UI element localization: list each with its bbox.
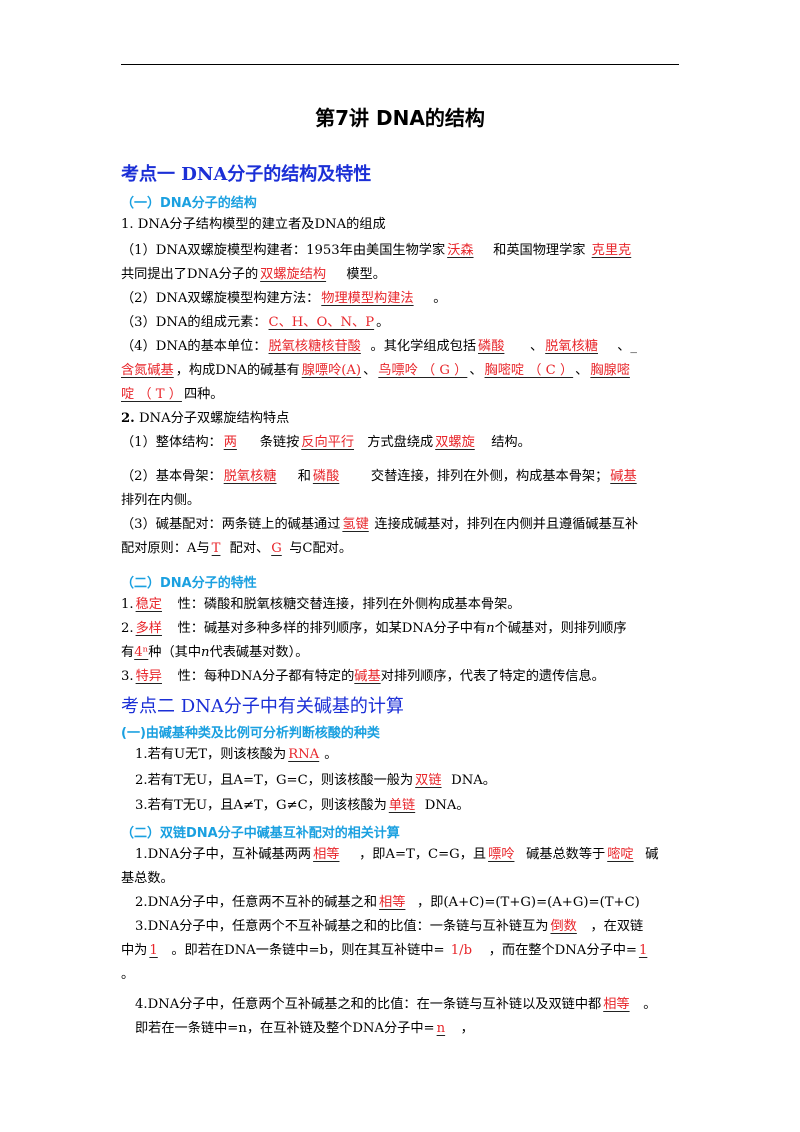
text-line: （2）基本骨架： 脱氧核糖和磷酸 交替连接，排列在外侧，构成基本骨架； 碱基 <box>121 468 652 486</box>
answer-blank: 反向平行 <box>301 435 355 450</box>
text-line: 基总数。 <box>121 871 174 886</box>
answer-blank: 物理模型构建法 <box>321 291 414 306</box>
answer-blank: 含氮碱基 <box>121 363 174 378</box>
text-line: （2）DNA双螺旋模型构建方法： 物理模型构建法。 <box>121 291 447 306</box>
text-line: 3.若有T无U，且A≠T，G≠C，则该核酸为 单链 DNA。 <box>135 798 470 813</box>
answer-blank: n <box>436 1021 446 1036</box>
text-line: 3.DNA分子中，任意两个不互补碱基之和的比值：一条链与互补链互为 倒数 ，在双链 <box>135 919 644 934</box>
answer-blank: RNA <box>288 747 320 762</box>
answer-blank: 1 <box>149 943 158 958</box>
text-line: 共同提出了DNA分子的 双螺旋结构 模型。 <box>121 267 386 282</box>
answer-blank: 双螺旋 <box>435 435 475 450</box>
text-line: 1.DNA分子中，互补碱基两两 相等 ，即A=T，C=G，且 嘌呤 碱基总数等于 嘧啶碱 <box>135 847 659 862</box>
answer-blank: 嘌呤 <box>488 847 515 862</box>
text-line: 即若在一条链中=n，在互补链及整个DNA分子中= n， <box>135 1021 474 1036</box>
answer-blank: C、H、O、N、P <box>268 315 375 330</box>
answer-blank: 脱氧核糖核苷酸 <box>268 339 361 354</box>
section-heading-1: 考点一 DNA分子的结构及特性 <box>121 164 372 185</box>
answer-blank: 腺嘌呤(A) <box>301 363 362 378</box>
answer-blank: 1 <box>638 943 648 958</box>
text-line: 4.DNA分子中，任意两个互补碱基之和的比值：在一条链与互补链以及双链中都 相等。 <box>135 997 657 1012</box>
answer-blank: 胸腺嘧 <box>590 363 630 378</box>
answer-blank: G <box>271 541 282 556</box>
answer-blank: 碱基 <box>610 469 637 484</box>
subsection-heading-2-2: （二）双链DNA分子中碱基互补配对的相关计算 <box>121 826 400 841</box>
text-line: 2. 多样 性：碱基对多种多样的排列顺序，如某DNA分子中有n个碱基对，则排列顺序 <box>121 621 627 636</box>
answer-blank: 单链 <box>388 798 416 813</box>
section-heading-2: 考点二 DNA分子中有关碱基的计算 <box>121 696 404 717</box>
answer-text: 1/b <box>450 943 473 958</box>
text-line: 3. 特异 性：每种DNA分子都有特定的碱基对排列顺序，代表了特定的遗传信息。 <box>121 669 605 684</box>
answer-blank: T <box>211 541 221 556</box>
answer-blank: 脱氧核糖 <box>223 469 277 484</box>
header-rule <box>121 64 679 65</box>
text-line: 。 <box>121 967 135 982</box>
subsection-heading-1-2: （二）DNA分子的特性 <box>121 576 257 591</box>
text-line: 含氮碱基 ，构成DNA的碱基有 腺嘌呤(A)、鸟嘌呤 （ G ）、胸嘧啶 （ C ）… <box>121 363 630 378</box>
text-line: （3）DNA的组成元素： C、H、O、N、P。 <box>121 315 390 330</box>
answer-blank: 鸟嘌呤 （ G ） <box>378 363 468 378</box>
text-line: 有4ⁿ种（其中n代表碱基对数）。 <box>121 645 309 660</box>
answer-blank: 克里克 <box>591 243 632 258</box>
answer-blank: 4ⁿ <box>134 645 149 660</box>
answer-blank: 沃森 <box>447 243 474 258</box>
subsection-heading-2-1: (一)由碱基种类及比例可分析判断核酸的种类 <box>121 726 380 741</box>
answer-blank: 双链 <box>415 773 442 788</box>
text-line: 1. 稳定 性：磷酸和脱氧核糖交替连接，排列在外侧构成基本骨架。 <box>121 597 521 612</box>
text-line: 2.若有T无U，且A=T，G=C，则该核酸一般为 双链 DNA。 <box>135 773 496 788</box>
text-line: （3）碱基配对：两条链上的碱基通过 氢键 连接成碱基对，排列在内侧并且遵循碱基互补 <box>121 517 639 532</box>
text-line: 2.DNA分子中，任意两不互补的碱基之和 相等 ，即(A+C)=(T+G)=(A+G… <box>135 895 640 910</box>
answer-blank: 双螺旋结构 <box>260 267 327 282</box>
answer-blank: 相等 <box>313 847 340 862</box>
text-line: （1）整体结构：两条链按 反向平行 方式盘绕成 双螺旋 结构。 <box>121 435 531 450</box>
text-line: 1.若有U无T，则该核酸为 RNA。 <box>135 747 338 762</box>
text-line: 配对原则：A与 T 配对、 G 与C配对。 <box>121 541 353 556</box>
answer-blank: 相等 <box>379 895 406 910</box>
answer-blank: 脱氧核糖 <box>545 339 598 354</box>
page-title: 第7讲 DNA的结构 <box>315 106 485 130</box>
text-line: （1）DNA双螺旋模型构建者：1953年由美国生物学家 沃森 和英国物理学家 克里克 <box>121 242 644 260</box>
answer-blank: 碱基 <box>354 669 381 684</box>
answer-blank: 氢键 <box>342 517 369 532</box>
text-line: 1. DNA分子结构模型的建立者及DNA的组成 <box>121 217 386 232</box>
text-line: 中为 1 。即若在DNA一条链中=b，则在其互补链中= 1/b ，而在整个DNA分子中… <box>121 942 653 960</box>
subsection-heading-1-1: （一）DNA分子的结构 <box>121 196 257 211</box>
answer-blank: 两 <box>223 435 237 450</box>
text-line: 排列在内侧。 <box>121 493 201 508</box>
answer-blank: 啶 （ T ） <box>121 387 182 402</box>
answer-blank: 嘧啶 <box>607 847 634 862</box>
text-line: （4）DNA的基本单位： 脱氧核糖核苷酸 。其化学组成包括 磷酸、脱氧核糖 、_ <box>121 339 637 354</box>
text-line: 啶 （ T ）四种。 <box>121 387 224 402</box>
answer-blank: 磷酸 <box>478 339 505 354</box>
answer-blank: 稳定 <box>135 597 162 612</box>
text-line: 2. DNA分子双螺旋结构特点 <box>121 411 290 426</box>
answer-blank: 多样 <box>135 621 162 636</box>
answer-blank: 胸嘧啶 （ C ） <box>484 363 574 378</box>
answer-blank: 倒数 <box>550 919 577 934</box>
answer-blank: 相等 <box>603 997 630 1012</box>
answer-blank: 磷酸 <box>312 469 340 484</box>
answer-blank: 特异 <box>135 669 162 684</box>
